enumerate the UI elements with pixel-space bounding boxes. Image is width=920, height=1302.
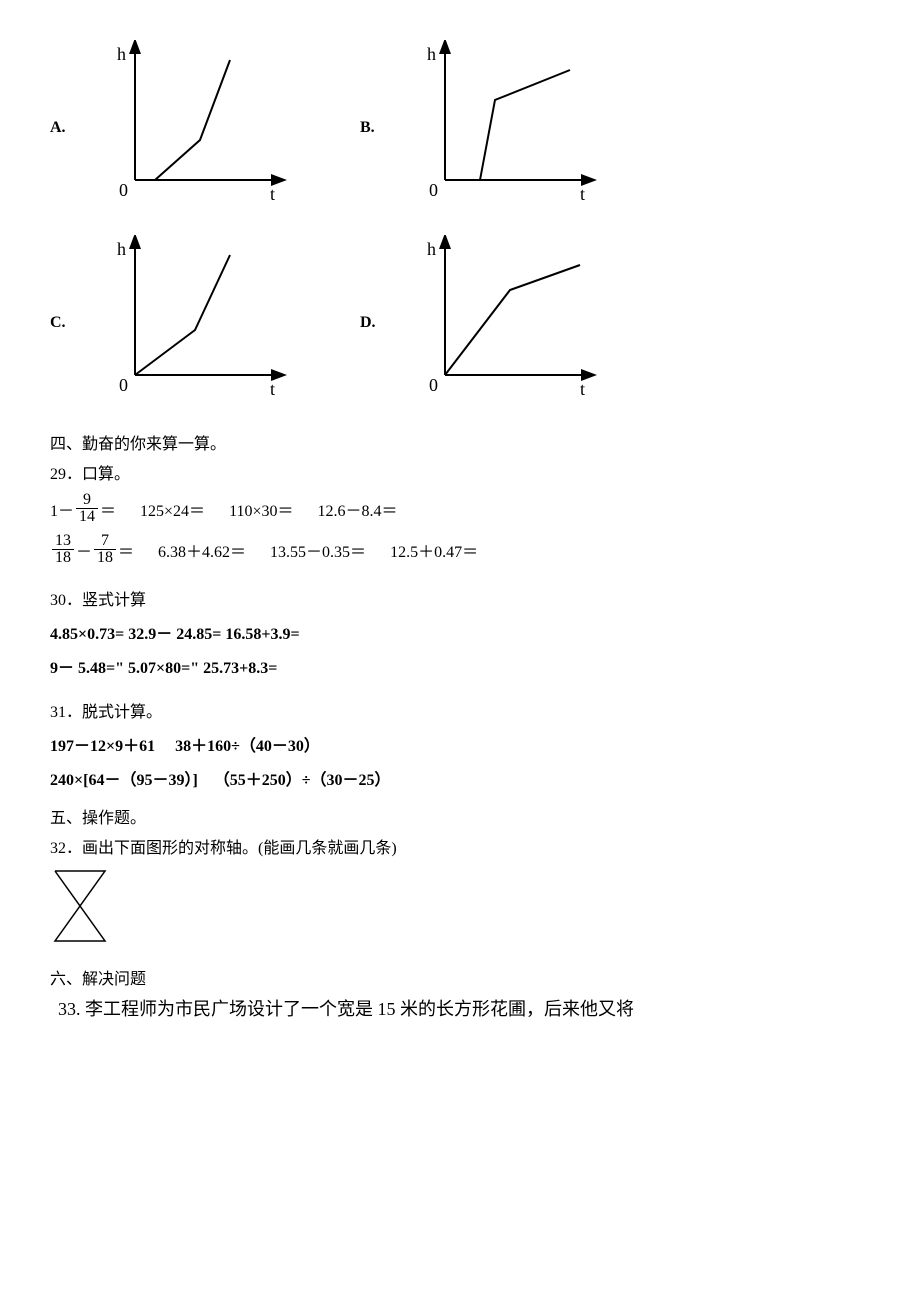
q33-text: 33. 李工程师为市民广场设计了一个宽是 15 米的长方形花圃，后来他又将 xyxy=(50,995,870,1021)
svg-text:0: 0 xyxy=(119,375,128,395)
section-5-title: 五、操作题。 xyxy=(50,804,870,828)
q30-line2: 9－ 5.48=" 5.07×80=" 25.73+8.3= xyxy=(50,654,870,678)
svg-text:0: 0 xyxy=(119,180,128,200)
q29-r2-b: 6.38＋4.62＝ xyxy=(158,538,246,562)
svg-text:t: t xyxy=(580,184,585,204)
graph-c: h t 0 xyxy=(100,235,300,410)
q29-r1-a-suffix: ＝ xyxy=(100,497,116,521)
option-label-d: D. xyxy=(360,314,400,332)
frac-num: 13 xyxy=(52,533,74,550)
svg-text:0: 0 xyxy=(429,180,438,200)
q29-r2-a-frac1: 13 18 xyxy=(52,533,74,566)
svg-text:h: h xyxy=(117,239,126,259)
q29-r1-a-prefix: 1－ xyxy=(50,497,74,521)
section-6-title: 六、解决问题 xyxy=(50,965,870,989)
q29-r1-a: 1－ 9 14 ＝ xyxy=(50,492,116,525)
frac-den: 18 xyxy=(52,550,74,566)
svg-text:t: t xyxy=(580,379,585,399)
q29-r1-b: 125×24＝ xyxy=(140,497,205,521)
q29-row1: 1－ 9 14 ＝ 125×24＝ 110×30＝ 12.6－8.4＝ xyxy=(50,492,870,525)
section-4-title: 四、勤奋的你来算一算。 xyxy=(50,430,870,454)
q29-r1-d: 12.6－8.4＝ xyxy=(318,497,398,521)
q29-r2-a-frac2: 7 18 xyxy=(94,533,116,566)
q31-line1: 197－12×9＋61 38＋160÷（40－30） xyxy=(50,732,870,756)
frac-num: 7 xyxy=(94,533,116,550)
frac-den: 14 xyxy=(76,509,98,525)
q31-line2: 240×[64－（95－39）] （55＋250）÷（30－25） xyxy=(50,766,870,790)
q32-title: 32．画出下面图形的对称轴。(能画几条就画几条) xyxy=(50,834,870,858)
q29-r1-a-frac: 9 14 xyxy=(76,492,98,525)
q29-r2-d: 12.5＋0.47＝ xyxy=(390,538,478,562)
q29-r2-a-mid: － xyxy=(76,538,92,562)
q29-row2: 13 18 － 7 18 ＝ 6.38＋4.62＝ 13.55－0.35＝ 12… xyxy=(50,533,870,566)
svg-text:h: h xyxy=(427,44,436,64)
graph-b: h t 0 xyxy=(410,40,610,215)
option-row-ab: A. h t 0 B. h t 0 xyxy=(50,40,870,215)
q29-r1-c: 110×30＝ xyxy=(229,497,293,521)
q30-title: 30．竖式计算 xyxy=(50,586,870,610)
svg-text:t: t xyxy=(270,379,275,399)
graph-d: h t 0 xyxy=(410,235,610,410)
q30-line1: 4.85×0.73= 32.9－ 24.85= 16.58+3.9= xyxy=(50,620,870,644)
svg-text:t: t xyxy=(270,184,275,204)
svg-text:h: h xyxy=(117,44,126,64)
frac-den: 18 xyxy=(94,550,116,566)
option-row-cd: C. h t 0 D. h t 0 xyxy=(50,235,870,410)
q32-shape xyxy=(50,866,870,951)
svg-text:h: h xyxy=(427,239,436,259)
q29-r2-c: 13.55－0.35＝ xyxy=(270,538,366,562)
q29-title: 29．口算。 xyxy=(50,460,870,484)
q31-title: 31．脱式计算。 xyxy=(50,698,870,722)
option-label-a: A. xyxy=(50,119,90,137)
q29-r2-a-suffix: ＝ xyxy=(118,538,134,562)
q29-r2-a: 13 18 － 7 18 ＝ xyxy=(50,533,134,566)
svg-text:0: 0 xyxy=(429,375,438,395)
option-label-b: B. xyxy=(360,119,400,137)
graph-a: h t 0 xyxy=(100,40,300,215)
option-label-c: C. xyxy=(50,314,90,332)
frac-num: 9 xyxy=(76,492,98,509)
